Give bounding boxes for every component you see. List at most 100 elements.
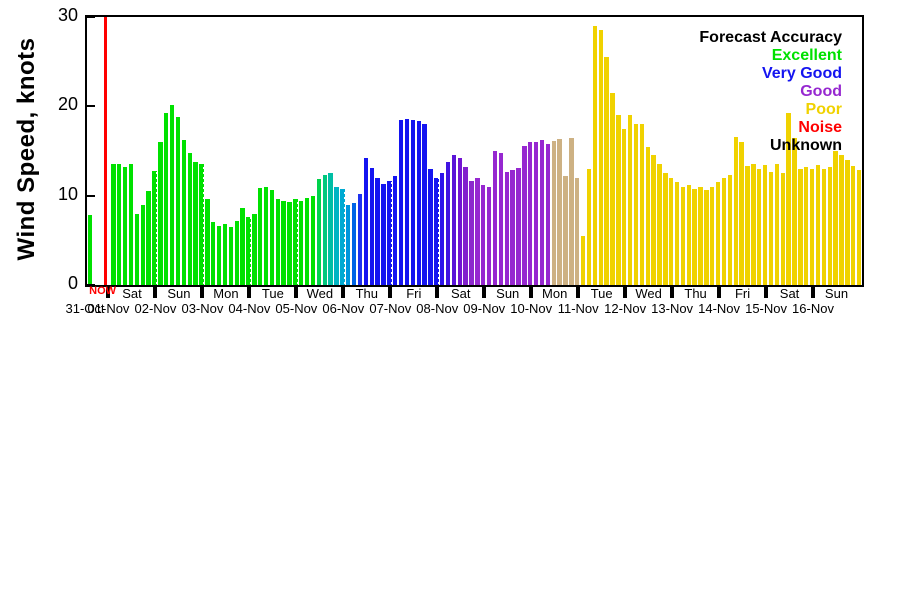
- wind-bar: [610, 92, 615, 285]
- wind-bar: [780, 173, 785, 285]
- legend-items: Excellent Very Good Good Poor Noise Unknown: [699, 47, 842, 155]
- wind-bar: [140, 204, 145, 285]
- wind-bar: [134, 213, 140, 285]
- wind-bar: [340, 188, 345, 285]
- day-boundary-tick: [811, 285, 816, 298]
- wind-bar: [657, 164, 662, 285]
- date-label: 31-Oct: [65, 301, 105, 316]
- wind-bar: [375, 177, 380, 285]
- date-label: 06-Nov: [322, 301, 365, 316]
- wind-bar: [234, 220, 239, 285]
- date-label: 09-Nov: [463, 301, 506, 316]
- date-label: 02-Nov: [134, 301, 177, 316]
- wind-bar: [698, 186, 703, 285]
- wind-bar: [704, 190, 709, 285]
- wind-bar: [715, 182, 721, 285]
- wind-bar: [175, 117, 181, 285]
- wind-bar: [827, 167, 832, 285]
- legend: Forecast Accuracy Excellent Very Good Good…: [699, 29, 842, 155]
- wind-bar: [539, 140, 545, 285]
- wind-bar: [398, 119, 404, 285]
- wind-bar: [422, 124, 427, 285]
- wind-bar: [757, 168, 762, 285]
- wind-bar: [281, 201, 286, 285]
- legend-title: Forecast Accuracy: [699, 29, 842, 46]
- wind-bar: [246, 217, 251, 285]
- wind-bar: [821, 168, 827, 285]
- wind-bar: [551, 141, 556, 285]
- wind-bar: [287, 201, 292, 285]
- wind-bar: [440, 173, 445, 285]
- weekday-label: Thu: [355, 286, 379, 301]
- wind-bar: [293, 199, 298, 285]
- now-line: [103, 17, 107, 285]
- wind-bar: [111, 164, 116, 285]
- wind-bar: [586, 168, 592, 285]
- wind-bar: [645, 146, 650, 285]
- y-tick-label: 10: [57, 183, 78, 204]
- date-label: 14-Nov: [698, 301, 741, 316]
- wind-bar: [258, 187, 263, 285]
- date-label: 04-Nov: [228, 301, 271, 316]
- wind-bar: [721, 177, 727, 285]
- wind-bar: [169, 105, 175, 285]
- wind-bar: [122, 167, 128, 285]
- y-axis-title: Wind Speed, knots: [13, 37, 40, 261]
- wind-bar: [545, 143, 551, 285]
- wind-bar: [651, 155, 656, 285]
- wind-bar: [569, 137, 574, 285]
- weekday-label: Sat: [450, 286, 471, 301]
- wind-bar: [762, 165, 768, 285]
- wind-bar: [804, 167, 809, 285]
- day-boundary-tick: [623, 285, 628, 298]
- wind-bar: [739, 142, 744, 285]
- wind-bar: [692, 188, 697, 285]
- wind-bar: [322, 175, 327, 285]
- wind-bar: [216, 226, 222, 285]
- y-tick-label: 0: [67, 273, 78, 293]
- wind-bar: [528, 142, 533, 285]
- day-boundary-tick: [717, 285, 722, 298]
- wind-bar: [516, 167, 521, 285]
- weekday-label: Sun: [167, 286, 191, 301]
- y-tick-mark: [87, 284, 95, 286]
- wind-bar: [381, 184, 386, 285]
- wind-bar: [316, 178, 322, 285]
- day-boundary-tick: [106, 285, 111, 298]
- y-tick-mark: [87, 16, 95, 18]
- weekday-label: Sat: [122, 286, 142, 301]
- wind-bar: [639, 124, 645, 285]
- wind-bar: [369, 167, 374, 285]
- wind-bar: [240, 208, 245, 285]
- wind-bar: [533, 142, 539, 285]
- wind-bar: [598, 30, 603, 285]
- wind-bar: [187, 152, 192, 285]
- wind-bar: [522, 145, 527, 285]
- day-boundary-tick: [529, 285, 534, 298]
- wind-bar: [222, 224, 228, 285]
- date-label: 13-Nov: [651, 301, 694, 316]
- day-boundary-tick: [482, 285, 487, 298]
- wind-bar: [334, 186, 339, 285]
- plot-area: Forecast Accuracy Excellent Very Good Good…: [85, 15, 864, 287]
- wind-bar: [845, 159, 850, 285]
- wind-bar: [117, 163, 122, 285]
- wind-bar: [463, 167, 468, 285]
- wind-bar: [768, 172, 774, 285]
- wind-bar: [815, 165, 821, 285]
- wind-bar: [774, 164, 780, 285]
- day-boundary-tick: [388, 285, 393, 298]
- date-label: 15-Nov: [745, 301, 788, 316]
- weekday-label: Sat: [779, 286, 800, 301]
- wind-bar: [486, 186, 492, 285]
- wind-bar: [310, 195, 316, 285]
- day-boundary-tick: [341, 285, 346, 298]
- weekday-label: Mon: [213, 286, 239, 301]
- wind-bar: [557, 138, 562, 285]
- wind-bar: [469, 181, 474, 285]
- wind-bar: [733, 136, 738, 285]
- wind-bar: [604, 57, 609, 285]
- wind-bar: [786, 113, 791, 285]
- legend-item-poor: Poor: [805, 101, 842, 118]
- wind-bar: [228, 226, 234, 285]
